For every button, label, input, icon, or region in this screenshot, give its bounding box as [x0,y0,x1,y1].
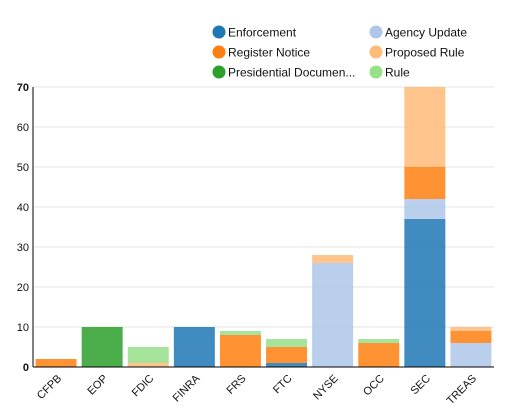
legend-item[interactable]: Rule [369,65,411,80]
bar-segment[interactable] [358,339,400,343]
legend-label: Rule [385,66,410,80]
bar-stack[interactable] [358,339,400,367]
x-tick-label: OCC [361,373,387,399]
bar-stack[interactable] [450,327,492,367]
bars-group [35,87,492,367]
y-tick-label: 30 [17,242,29,254]
y-tick-label: 40 [17,202,29,214]
y-axis-tick-labels: 0 10 20 30 40 50 60 70 [17,82,29,374]
bar-stack[interactable] [127,347,169,367]
legend-label: Register Notice [228,46,310,60]
legend-swatch [369,45,383,59]
bar-stack[interactable] [81,327,123,367]
bar-segment[interactable] [219,331,261,335]
bar-segment[interactable] [358,343,400,367]
bar-stack[interactable] [266,339,308,367]
bar-segment[interactable] [312,263,354,367]
x-tick-label: FDIC [130,373,157,400]
bar-segment[interactable] [450,343,492,367]
legend-item[interactable]: Agency Update [369,25,468,40]
y-tick-label: 60 [17,122,29,134]
legend-swatch [212,65,226,79]
bar-segment[interactable] [404,87,446,167]
bar-stack[interactable] [173,327,215,367]
bar-segment[interactable] [127,347,169,363]
x-axis-tick-labels: CFPB EOP FDIC FINRA FRS FTC NYSE OCC SEC TREAS [35,372,479,407]
bar-stack[interactable] [219,331,261,367]
x-tick-label: TREAS [445,373,479,407]
bar-stack[interactable] [404,87,446,367]
legend-item[interactable]: Enforcement [212,25,297,40]
bar-segment[interactable] [219,335,261,367]
legend-swatch [212,45,226,59]
legend-swatch [212,25,226,39]
x-tick-label: FTC [271,373,295,397]
x-tick-label: CFPB [35,373,64,402]
x-tick-label: FINRA [171,372,203,404]
y-tick-label: 20 [17,282,29,294]
bar-segment[interactable] [127,363,169,367]
legend-item[interactable]: Register Notice [212,45,311,60]
bar-stack[interactable] [312,255,354,367]
legend-item[interactable]: Proposed Rule [369,45,465,60]
bar-segment[interactable] [266,347,308,363]
chart-legend: Enforcement Agency Update Register Notice P… [212,25,468,80]
legend-label: Agency Update [385,26,467,40]
bar-segment[interactable] [81,327,123,367]
bar-segment[interactable] [312,255,354,263]
bar-segment[interactable] [450,327,492,331]
axes [32,87,494,368]
y-tick-label: 10 [17,322,29,334]
x-tick-label: EOP [85,373,110,398]
bar-segment[interactable] [266,339,308,347]
bar-segment[interactable] [35,359,77,367]
legend-swatch [369,25,383,39]
legend-swatch [369,65,383,79]
legend-label: Proposed Rule [385,46,465,60]
gridlines [33,86,494,328]
legend-label: Enforcement [228,26,297,40]
bar-segment[interactable] [404,199,446,219]
y-tick-label: 0 [23,362,29,374]
legend-label: Presidential Documen... [228,66,355,80]
x-tick-label: SEC [408,373,433,398]
bar-segment[interactable] [404,219,446,367]
bar-segment[interactable] [173,327,215,367]
legend-item[interactable]: Presidential Documen... [212,65,356,80]
y-tick-label: 50 [17,162,29,174]
y-tick-label: 70 [17,82,29,94]
bar-segment[interactable] [266,363,308,367]
bar-segment[interactable] [404,167,446,199]
x-tick-label: FRS [225,373,249,397]
x-tick-label: NYSE [311,373,341,403]
bar-segment[interactable] [450,331,492,343]
bar-stack[interactable] [35,359,77,367]
